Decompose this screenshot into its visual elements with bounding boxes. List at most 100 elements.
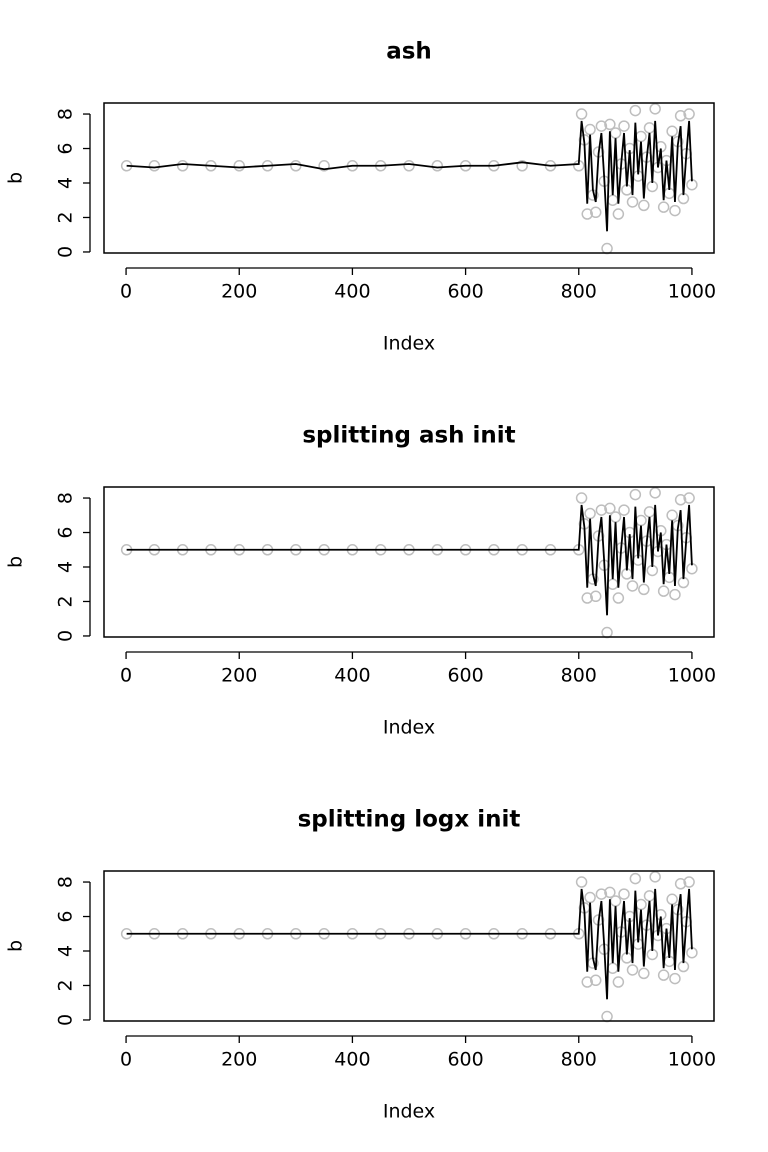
data-point [643, 122, 656, 134]
y-tick-label: 2 [55, 979, 77, 991]
y-tick-label: 6 [55, 526, 77, 538]
panel: splitting logx init Index b 0 200 400 600 800 10… [5, 807, 717, 1123]
data-point [649, 871, 661, 883]
y-tick-label: 6 [55, 910, 77, 922]
y-tick-label: 0 [55, 630, 77, 642]
chart-title: ash [386, 39, 432, 65]
data-point [683, 876, 695, 888]
data-point [612, 208, 625, 220]
data-point [618, 504, 630, 516]
x-axis-label: Index [383, 717, 435, 739]
data-point [669, 204, 681, 217]
x-tick-label: 800 [561, 665, 597, 687]
data-point [643, 890, 656, 902]
data-point [666, 509, 678, 522]
data-point [638, 967, 650, 980]
data-point [666, 893, 678, 906]
data-point [595, 120, 608, 132]
y-tick-label: 4 [55, 177, 77, 189]
data-point [604, 502, 616, 515]
data-point [290, 160, 302, 172]
data-point [609, 895, 622, 907]
x-tick-label: 200 [221, 281, 257, 303]
x-tick-label: 1000 [668, 1049, 716, 1071]
data-point [657, 585, 670, 597]
x-tick-label: 800 [561, 1049, 597, 1071]
data-point [606, 578, 619, 590]
data-point [589, 206, 602, 219]
data-point [595, 504, 608, 516]
x-tick-label: 400 [334, 1049, 370, 1071]
data-point [403, 160, 415, 172]
data-point [683, 108, 695, 120]
data-point [148, 160, 161, 172]
y-tick-label: 4 [55, 561, 77, 573]
data-point [666, 125, 678, 138]
data-point [601, 626, 613, 639]
data-point [618, 120, 630, 132]
y-tick-label: 8 [55, 876, 77, 888]
x-tick-label: 200 [221, 665, 257, 687]
data-point [612, 592, 625, 604]
data-point [581, 592, 593, 604]
fit-line [126, 504, 693, 616]
data-point [606, 194, 619, 206]
y-tick-label: 2 [55, 211, 77, 223]
data-point [629, 872, 642, 885]
x-tick-label: 1000 [668, 281, 716, 303]
fit-line [126, 888, 693, 1000]
data-point [589, 974, 602, 987]
x-tick-label: 600 [447, 665, 483, 687]
data-point [674, 494, 687, 506]
y-axis-label: b [5, 940, 27, 952]
data-point [635, 514, 647, 527]
data-point [674, 110, 687, 122]
data-point [635, 130, 647, 143]
data-point [606, 962, 619, 974]
data-point [649, 487, 661, 499]
x-tick-label: 600 [447, 281, 483, 303]
y-tick-label: 2 [55, 595, 77, 607]
data-point [649, 103, 661, 115]
data-point [626, 580, 639, 592]
y-tick-label: 8 [55, 492, 77, 504]
x-tick-label: 400 [334, 665, 370, 687]
data-point [601, 242, 613, 255]
data-point [638, 583, 650, 596]
data-point [635, 898, 647, 911]
y-tick-label: 8 [55, 108, 77, 120]
plot-box [103, 486, 715, 638]
data-point [683, 492, 695, 504]
data-point [609, 127, 622, 139]
panel: splitting ash init Index b 0 200 400 600 800 100… [5, 423, 717, 739]
y-tick-label: 6 [55, 142, 77, 154]
y-tick-label: 0 [55, 1014, 77, 1026]
data-point [629, 104, 642, 117]
data-point [669, 588, 681, 601]
data-point [674, 878, 687, 890]
plot-box [103, 102, 715, 254]
x-tick-label: 800 [561, 281, 597, 303]
data-point [176, 160, 189, 172]
data-point [612, 976, 625, 988]
data-point [584, 507, 596, 520]
y-axis-label: b [5, 556, 27, 568]
data-point [629, 488, 642, 501]
data-point [589, 590, 602, 603]
panel: ash Index b 0 200 400 600 800 1000 0 2 4 6 8 [5, 39, 717, 355]
y-tick-label: 4 [55, 945, 77, 957]
data-point [601, 1010, 613, 1023]
x-tick-label: 400 [334, 281, 370, 303]
data-point [618, 888, 630, 900]
x-tick-label: 0 [120, 1049, 132, 1071]
y-tick-label: 0 [55, 246, 77, 258]
x-tick-label: 600 [447, 1049, 483, 1071]
data-point [626, 196, 639, 208]
fit-line [126, 120, 693, 232]
data-point [575, 492, 588, 504]
data-point [657, 201, 670, 213]
data-point [584, 891, 596, 904]
x-axis-label: Index [383, 333, 435, 355]
